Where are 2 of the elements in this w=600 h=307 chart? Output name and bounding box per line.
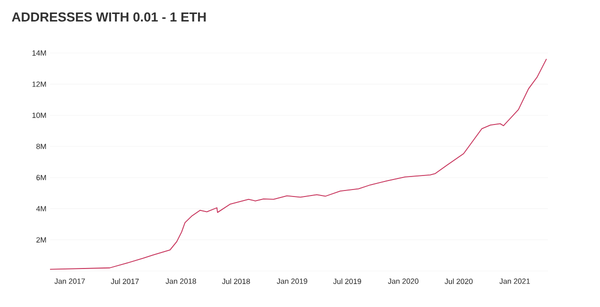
line-series xyxy=(50,58,547,270)
chart-title: ADDRESSES WITH 0.01 - 1 ETH xyxy=(12,12,206,22)
